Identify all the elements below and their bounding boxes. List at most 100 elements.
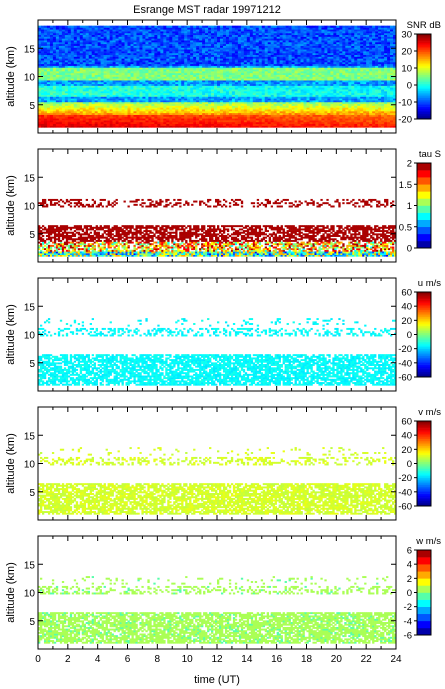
heatmap-cell [339, 91, 343, 94]
heatmap-cell [136, 54, 140, 57]
heatmap-cell [38, 98, 42, 101]
heatmap-cell [160, 116, 164, 119]
heatmap-cell [291, 125, 295, 128]
heatmap-cell [270, 121, 274, 125]
heatmap-cell [79, 56, 84, 59]
heatmap-cell [270, 72, 274, 75]
heatmap-cell [139, 107, 143, 110]
heatmap-cell [243, 83, 248, 86]
heatmap-cell [97, 61, 101, 65]
heatmap-cell [222, 105, 227, 108]
heatmap-cell [255, 121, 260, 125]
heatmap-cell [133, 114, 137, 117]
heatmap-cell [273, 114, 277, 117]
heatmap-cell [145, 67, 149, 70]
heatmap-cell [348, 89, 352, 92]
heatmap-cell [199, 72, 203, 75]
heatmap-cell [228, 98, 233, 101]
heatmap-cell [163, 101, 167, 105]
heatmap-cell [187, 91, 191, 94]
heatmap-cell [288, 101, 292, 105]
heatmap-cell [124, 54, 128, 57]
heatmap-cell [372, 116, 376, 119]
heatmap-cell [40, 81, 45, 85]
heatmap-cell [378, 116, 382, 119]
heatmap-cell [393, 92, 397, 95]
heatmap-cell [264, 78, 269, 81]
heatmap-cell [282, 105, 286, 108]
heatmap-cell [85, 87, 90, 90]
heatmap-cell [312, 96, 316, 99]
heatmap-cell [43, 78, 48, 81]
heatmap-cell [282, 109, 286, 112]
heatmap-cell [49, 65, 54, 68]
heatmap-cell [360, 91, 364, 94]
heatmap-cell [222, 91, 227, 94]
heatmap-cell [315, 83, 319, 86]
heatmap-cell [178, 101, 182, 105]
heatmap-cell [270, 58, 274, 61]
heatmap-cell [327, 103, 331, 106]
heatmap-cell [219, 81, 224, 85]
heatmap-cell [228, 61, 233, 65]
heatmap-cell [378, 118, 382, 121]
heatmap-cell [79, 54, 84, 57]
heatmap-cell [178, 98, 182, 101]
heatmap-cell [345, 76, 349, 79]
heatmap-cell [151, 121, 155, 125]
heatmap-cell [276, 56, 280, 59]
heatmap-cell [294, 120, 298, 123]
heatmap-cell [214, 61, 218, 65]
heatmap-cell [303, 61, 307, 65]
heatmap-cell [363, 54, 367, 57]
heatmap-cell [55, 83, 60, 86]
heatmap-cell [321, 87, 325, 90]
heatmap-cell [288, 54, 292, 57]
heatmap-cell [166, 96, 170, 99]
heatmap-cell [270, 81, 274, 85]
heatmap-cell [300, 118, 304, 121]
heatmap-cell [309, 109, 313, 112]
heatmap-cell [121, 83, 125, 86]
heatmap-cell [330, 71, 334, 74]
heatmap-cell [306, 105, 310, 108]
heatmap-cell [184, 78, 188, 81]
heatmap-cell [49, 85, 54, 88]
heatmap-cell [124, 74, 128, 77]
heatmap-cell [178, 94, 182, 97]
heatmap-cell [282, 98, 286, 101]
heatmap-cell [163, 54, 167, 57]
heatmap-cell [217, 105, 221, 108]
heatmap-cell [294, 98, 298, 101]
heatmap-cell [85, 61, 90, 65]
heatmap-cell [52, 81, 57, 85]
heatmap-cell [282, 85, 286, 88]
heatmap-cell [363, 111, 367, 114]
heatmap-cell [240, 105, 245, 108]
heatmap-cell [145, 81, 149, 85]
heatmap-cell [327, 65, 331, 68]
heatmap-cell [354, 107, 358, 110]
heatmap-cell [255, 98, 260, 101]
heatmap-cell [240, 81, 245, 85]
heatmap-cell [196, 91, 200, 94]
heatmap-cell [178, 91, 182, 94]
heatmap-cell [208, 74, 212, 77]
heatmap-cell [169, 105, 173, 108]
heatmap-cell [187, 67, 191, 70]
heatmap-cell [327, 94, 331, 97]
heatmap-cell [357, 111, 361, 114]
heatmap-cell [237, 71, 242, 74]
heatmap-cell [363, 112, 367, 115]
heatmap-cell [321, 120, 325, 123]
heatmap-cell [79, 85, 84, 88]
heatmap-cell [136, 51, 140, 54]
heatmap-cell [163, 94, 167, 97]
heatmap-cell [357, 101, 361, 105]
heatmap-cell [184, 58, 188, 61]
heatmap-cell [46, 105, 51, 108]
heatmap-cell [118, 109, 122, 112]
heatmap-cell [291, 91, 295, 94]
heatmap-cell [148, 72, 152, 75]
heatmap-cell [115, 81, 119, 85]
